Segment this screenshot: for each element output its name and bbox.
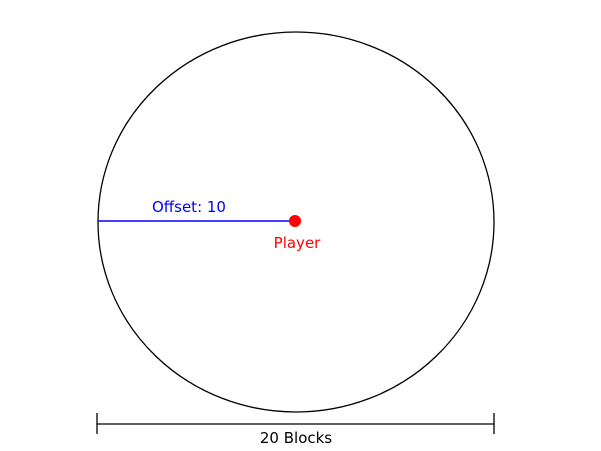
width-dimension xyxy=(96,413,495,434)
offset-label: Offset: 10 xyxy=(152,198,226,216)
range-circle xyxy=(97,31,495,413)
width-label: 20 Blocks xyxy=(260,429,332,447)
player-dot xyxy=(289,215,301,227)
player-label: Player xyxy=(274,234,322,252)
